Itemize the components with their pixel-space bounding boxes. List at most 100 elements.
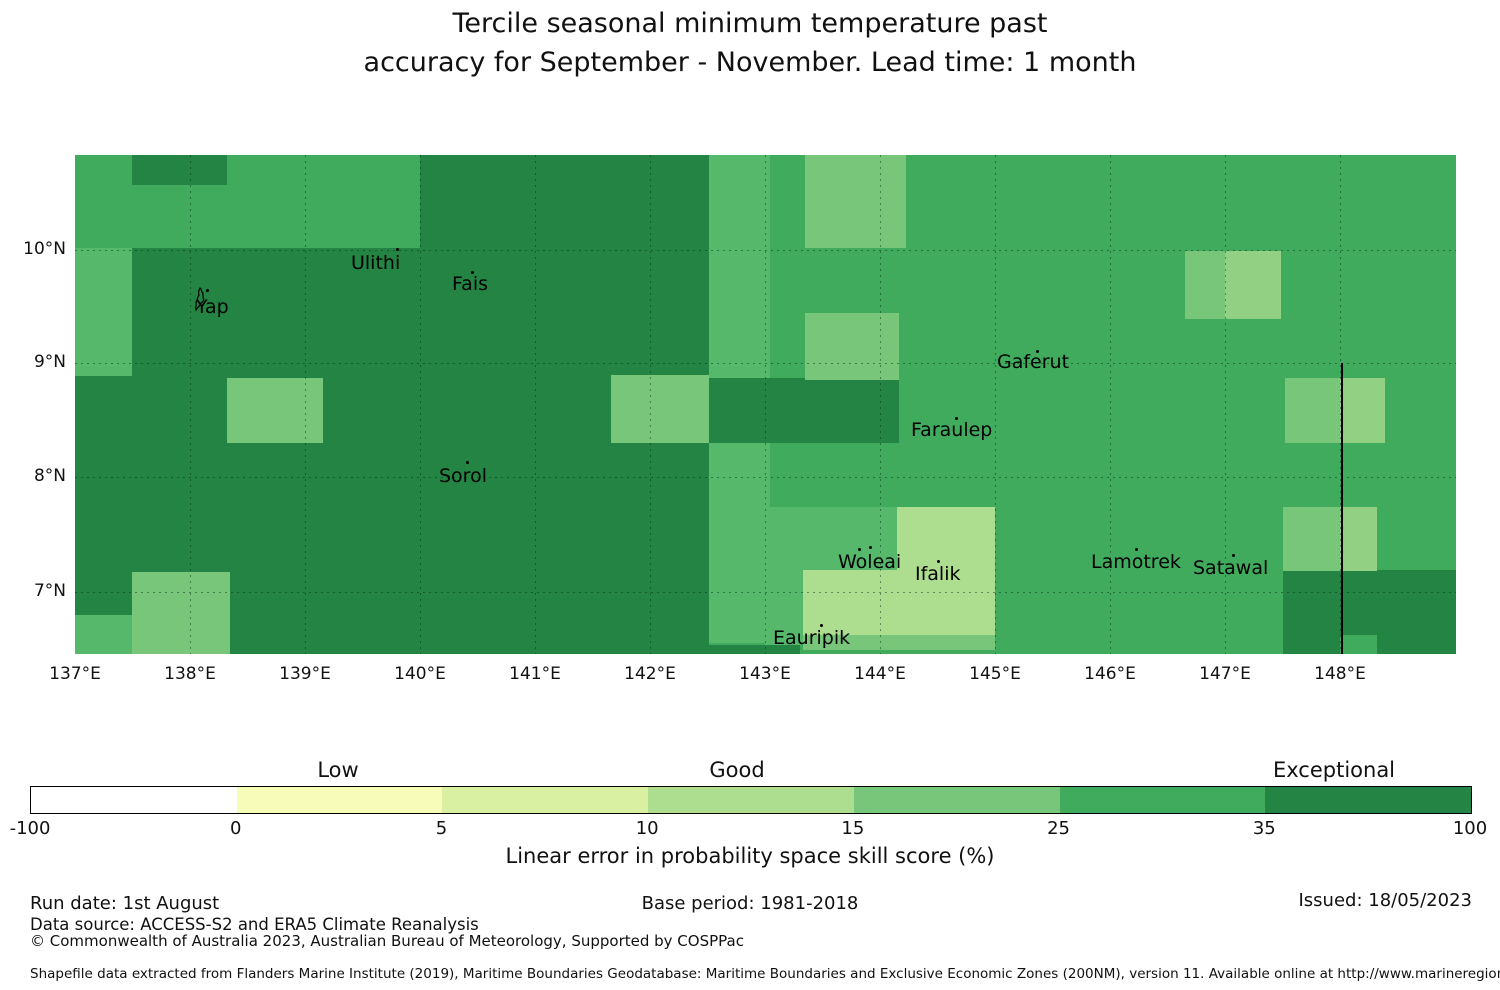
map-cell xyxy=(1340,507,1377,571)
colorbar-segment xyxy=(31,787,237,813)
map-cell xyxy=(709,645,800,654)
island-marker-dot xyxy=(937,560,940,563)
colorbar-axis-label: Linear error in probability space skill … xyxy=(505,844,995,868)
colorbar-segment xyxy=(442,787,649,813)
island-label: Ifalik xyxy=(915,563,961,585)
x-tick-label: 145°E xyxy=(969,664,1021,684)
y-tick-label: 10°N xyxy=(23,239,66,259)
x-tick-label: 147°E xyxy=(1199,664,1251,684)
map-cell xyxy=(1285,378,1340,443)
map-cell xyxy=(1283,507,1340,571)
grid-line xyxy=(880,155,881,654)
chart-title-line1: Tercile seasonal minimum temperature pas… xyxy=(452,8,1048,39)
colorbar-segment xyxy=(236,787,443,813)
map-cell xyxy=(803,570,897,635)
x-tick-label: 142°E xyxy=(624,664,676,684)
island-marker-dot xyxy=(1036,350,1039,353)
colorbar-tick-label: 5 xyxy=(435,818,448,839)
map-cell xyxy=(770,507,897,570)
island-label: Satawal xyxy=(1193,557,1269,579)
chart-title-line2: accuracy for September - November. Lead … xyxy=(363,47,1137,78)
colorbar-tick-label: 15 xyxy=(841,818,865,839)
footer-run-date: Run date: 1st August xyxy=(30,893,220,914)
map-cell xyxy=(420,155,709,248)
island-marker-dot xyxy=(1232,554,1235,557)
colorbar-segment xyxy=(1059,787,1266,813)
island-label: Faraulep xyxy=(911,419,993,441)
map-cell xyxy=(805,155,906,248)
grid-line xyxy=(75,592,1456,593)
footer-copyright: © Commonwealth of Australia 2023, Austra… xyxy=(30,932,744,950)
colorbar-category-label: Exceptional xyxy=(1272,758,1396,782)
map-cell xyxy=(132,155,227,185)
map-cell xyxy=(1185,251,1225,319)
grid-line xyxy=(75,250,1456,251)
island-marker-dot xyxy=(206,289,209,292)
colorbar-category-label: Good xyxy=(709,758,765,782)
map-cell xyxy=(805,313,899,380)
island-marker-dot xyxy=(396,248,399,251)
colorbar-tick-label: 25 xyxy=(1047,818,1071,839)
island-marker-dot xyxy=(1135,548,1138,551)
map-cell xyxy=(75,615,132,654)
grid-line xyxy=(765,155,766,654)
map-cell xyxy=(611,375,709,443)
map-cell xyxy=(803,635,995,650)
grid-line xyxy=(1110,155,1111,654)
island-marker-dot xyxy=(858,548,861,551)
x-tick-label: 139°E xyxy=(279,664,331,684)
colorbar-tick-label: 100 xyxy=(1452,818,1488,839)
map-cell xyxy=(765,570,803,645)
footer-issued-date: Issued: 18/05/2023 xyxy=(1298,890,1472,911)
chart-title: Tercile seasonal minimum temperature pas… xyxy=(0,4,1500,82)
x-tick-label: 146°E xyxy=(1084,664,1136,684)
grid-line xyxy=(1340,155,1341,654)
island-label: Woleai xyxy=(838,551,902,573)
island-label: Eauripik xyxy=(773,627,851,649)
island-label: Sorol xyxy=(439,465,487,487)
grid-line xyxy=(995,155,996,654)
map-cell xyxy=(1340,635,1377,654)
colorbar-tick-label: 10 xyxy=(635,818,659,839)
x-tick-label: 148°E xyxy=(1314,664,1366,684)
y-tick-label: 9°N xyxy=(33,352,66,372)
map-cell xyxy=(1225,251,1281,319)
y-tick-label: 7°N xyxy=(33,581,66,601)
map-cell xyxy=(709,378,899,443)
y-tick-label: 8°N xyxy=(33,466,66,486)
colorbar-segment xyxy=(1265,787,1471,813)
colorbar-segment xyxy=(853,787,1060,813)
island-label: Gaferut xyxy=(997,351,1070,373)
grid-line xyxy=(190,155,191,654)
x-tick-label: 140°E xyxy=(394,664,446,684)
grid-line xyxy=(420,155,421,654)
footer-base-period: Base period: 1981-2018 xyxy=(641,893,859,914)
x-tick-label: 141°E xyxy=(509,664,561,684)
grid-line xyxy=(75,363,1456,364)
island-label: Fais xyxy=(452,273,489,295)
grid-line xyxy=(305,155,306,654)
map-cell xyxy=(709,155,770,378)
map-cell xyxy=(132,572,230,654)
boundary-line xyxy=(1341,363,1343,654)
grid-line xyxy=(650,155,651,654)
map-cell xyxy=(1340,378,1385,443)
colorbar xyxy=(30,786,1472,814)
colorbar-segment xyxy=(648,787,854,813)
x-tick-label: 144°E xyxy=(854,664,906,684)
island-marker-dot xyxy=(820,624,823,627)
island-outline-icon xyxy=(193,286,213,316)
island-marker-dot xyxy=(869,546,872,549)
map-cell xyxy=(75,248,132,376)
x-tick-label: 138°E xyxy=(164,664,216,684)
footer-shapefile-note: Shapefile data extracted from Flanders M… xyxy=(30,966,1500,982)
grid-line xyxy=(535,155,536,654)
x-tick-label: 143°E xyxy=(739,664,791,684)
grid-line xyxy=(1225,155,1226,654)
footer-data-source: Data source: ACCESS-S2 and ERA5 Climate … xyxy=(30,915,479,934)
map-canvas: Yap Ulithi Fais Sorol Gaferut Faraulep Woleai I… xyxy=(75,155,1456,654)
colorbar-tick-label: -100 xyxy=(9,818,51,839)
map-cell xyxy=(227,378,323,443)
island-label: Yap xyxy=(196,296,229,318)
island-marker-dot xyxy=(955,417,958,420)
